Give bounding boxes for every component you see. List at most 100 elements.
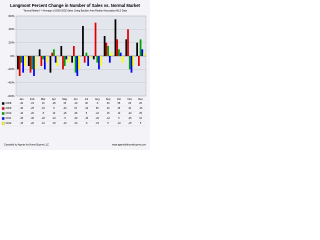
table-cell: -10 xyxy=(41,122,45,125)
table-cell: -10 xyxy=(85,107,89,110)
table-cell: -10 xyxy=(52,117,56,120)
table-cell: -5 xyxy=(96,102,99,105)
x-tick-label: Apr xyxy=(52,97,56,101)
table-cell: -15 xyxy=(52,122,56,125)
x-tick-label: Jun xyxy=(73,97,78,101)
y-tick-label: 60% xyxy=(8,14,14,18)
table-cell: -30 xyxy=(31,117,35,120)
table-cell: 25 xyxy=(128,102,131,105)
x-tick-label: Mar xyxy=(41,97,46,101)
legend-label: 2011 xyxy=(6,116,12,120)
bar xyxy=(110,52,113,56)
bar xyxy=(74,56,77,73)
table-cell: 10 xyxy=(42,102,45,105)
bar xyxy=(114,19,117,56)
bar xyxy=(24,56,26,66)
x-tick-label: Jan xyxy=(19,97,24,101)
x-tick-label: Dec xyxy=(138,97,143,101)
bar xyxy=(130,56,133,73)
bar xyxy=(67,56,70,63)
legend-label: 2012 xyxy=(6,121,12,125)
table-cell: 10 xyxy=(118,112,121,115)
bar xyxy=(34,56,37,70)
bar xyxy=(103,36,106,56)
y-tick-label: 20% xyxy=(8,40,14,44)
table-cell: -20 xyxy=(96,117,100,120)
table-cell: 10 xyxy=(53,112,56,115)
bar xyxy=(85,52,88,56)
page: Longmont Percent Change in Number of Sal… xyxy=(0,0,150,150)
legend-label: 2008 xyxy=(6,101,12,105)
bar xyxy=(107,46,109,56)
x-tick-label: Nov xyxy=(127,97,132,101)
bar xyxy=(136,42,138,56)
legend-swatch xyxy=(1,117,5,120)
bar xyxy=(116,39,119,56)
bar xyxy=(43,56,46,70)
table-cell: 5 xyxy=(86,112,88,115)
table-cell: -30 xyxy=(74,117,78,120)
bar xyxy=(99,56,102,66)
bar xyxy=(87,56,90,66)
x-tick-label: Sep xyxy=(106,97,111,101)
table-cell: -25 xyxy=(128,117,132,120)
bar xyxy=(143,52,145,56)
table-cell: -10 xyxy=(20,112,24,115)
y-tick-label: 40% xyxy=(8,27,14,31)
y-tick-label: -20% xyxy=(7,67,14,71)
bar xyxy=(82,26,84,56)
bar xyxy=(105,42,108,56)
bar xyxy=(108,56,111,63)
chart-title: Longmont Percent Change in Number of Sal… xyxy=(10,3,140,8)
table-cell: -5 xyxy=(64,117,67,120)
table-cell: 10 xyxy=(139,117,142,120)
bar xyxy=(78,56,80,70)
chart-subtitle: "Normal Market" = Average of 2000-2002 S… xyxy=(23,10,128,13)
table-cell: 55 xyxy=(118,102,121,105)
bar xyxy=(125,39,128,56)
bar xyxy=(119,52,122,56)
footer-right: www.agentsforhomebuyers.com xyxy=(112,144,146,147)
legend-swatch xyxy=(1,107,5,110)
table-cell: -5 xyxy=(85,122,88,125)
table-cell: 5 xyxy=(107,122,109,125)
table-cell: -15 xyxy=(63,112,67,115)
table-cell: 30 xyxy=(107,102,110,105)
legend-label: 2009 xyxy=(6,106,12,110)
table-cell: -15 xyxy=(85,117,89,120)
table-cell: 15 xyxy=(63,102,66,105)
bar xyxy=(38,49,41,56)
bar xyxy=(54,56,57,63)
table-cell: 20 xyxy=(107,107,110,110)
bar xyxy=(141,49,144,56)
bar xyxy=(45,56,48,63)
table-cell: -15 xyxy=(41,107,45,110)
table-cell: 15 xyxy=(107,112,110,115)
bar xyxy=(40,56,43,66)
bar xyxy=(94,22,97,57)
table-cell: 20 xyxy=(139,102,142,105)
bar xyxy=(20,56,23,63)
table-cell: -15 xyxy=(128,122,132,125)
table-cell: 15 xyxy=(74,107,77,110)
y-tick-label: -60% xyxy=(7,94,14,98)
bar xyxy=(127,29,129,56)
table-cell: -20 xyxy=(74,122,78,125)
table-cell: -15 xyxy=(96,122,100,125)
table-cell: 25 xyxy=(118,107,121,110)
table-cell: -20 xyxy=(41,117,45,120)
bar xyxy=(17,56,19,70)
y-tick-label: 0% xyxy=(10,54,15,58)
bar xyxy=(65,56,68,60)
table-cell: 5 xyxy=(140,122,142,125)
table-cell: -15 xyxy=(139,107,143,110)
table-cell: -20 xyxy=(128,112,132,115)
bar xyxy=(22,56,25,73)
table-cell: -25 xyxy=(52,102,56,105)
x-tick-label: Feb xyxy=(30,97,35,101)
bar xyxy=(128,56,131,70)
bar xyxy=(27,56,30,66)
bar xyxy=(98,56,100,70)
bar xyxy=(18,56,21,76)
bar xyxy=(63,56,66,66)
